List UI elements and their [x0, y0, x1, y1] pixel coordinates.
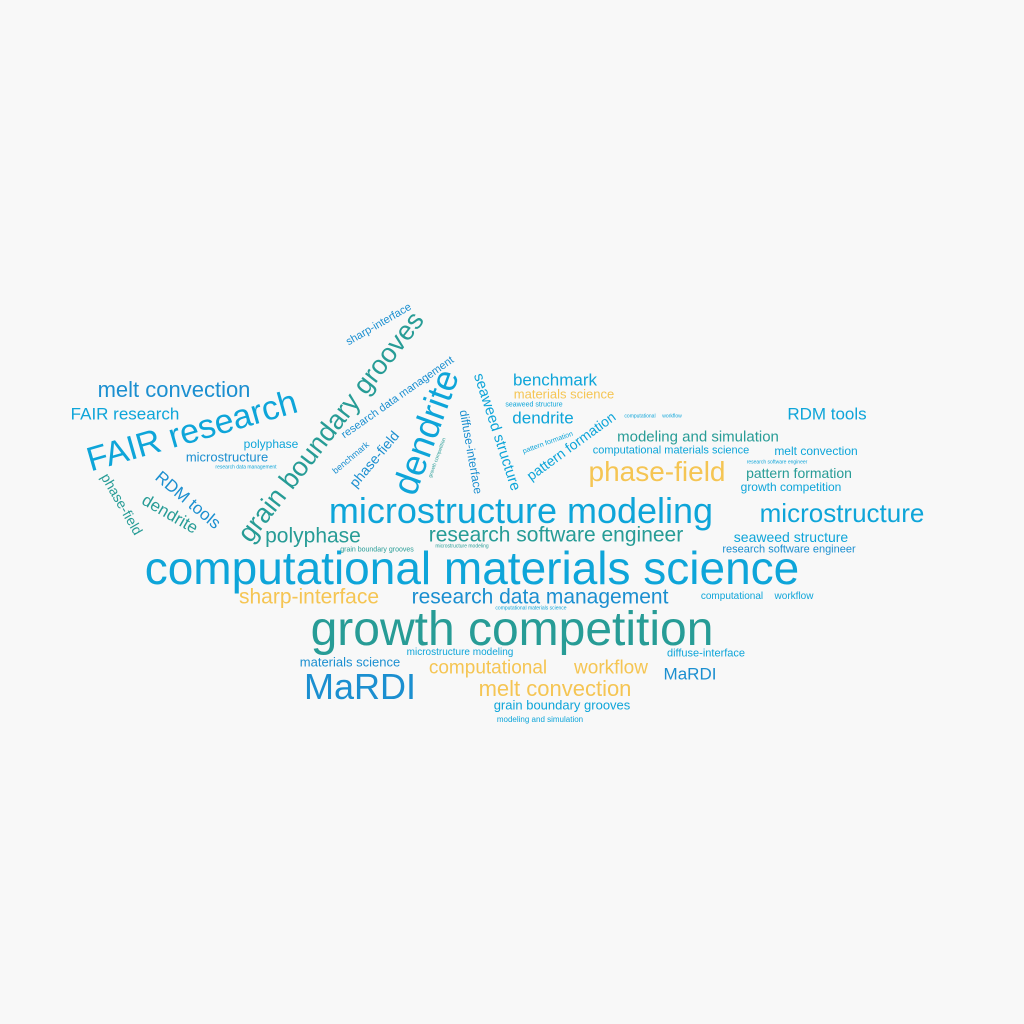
cloud-word: research software engineer [722, 543, 856, 556]
cloud-word: microstructure modeling [328, 490, 714, 531]
cloud-word: research data management [215, 464, 277, 471]
cloud-word: computational [700, 591, 764, 602]
cloud-word: grain boundary grooves [493, 697, 631, 713]
cloud-word: workflow [662, 413, 682, 420]
cloud-word: computational materials science [144, 542, 800, 594]
cloud-word: polyphase [243, 437, 299, 451]
cloud-word: polyphase [265, 524, 361, 548]
cloud-word: modeling and simulation [496, 715, 584, 724]
cloud-word: microstructure modeling [435, 543, 489, 550]
cloud-word: computational materials science [592, 444, 750, 457]
cloud-word: microstructure modeling [406, 647, 514, 658]
cloud-word: melt convection [774, 444, 858, 458]
cloud-word: dendrite [512, 408, 574, 428]
cloud-word: workflow [574, 657, 648, 679]
cloud-word: workflow [774, 591, 814, 602]
cloud-word: research software engineer [746, 459, 808, 466]
cloud-word: microstructure [759, 498, 925, 528]
cloud-word: microstructure [185, 449, 269, 465]
cloud-word: materials science [299, 654, 401, 670]
cloud-word: sharp-interface [238, 585, 380, 609]
cloud-word: growth competition [310, 603, 714, 656]
cloud-word: seaweed structure [733, 529, 849, 545]
cloud-word: modeling and simulation [617, 428, 779, 446]
cloud-word: computational [428, 657, 548, 679]
cloud-word: RDM tools [787, 404, 867, 424]
cloud-word: research software engineer [428, 523, 684, 547]
cloud-word: diffuse-interface [666, 647, 746, 660]
cloud-word: diffuse-interface [456, 408, 486, 496]
cloud-word: MaRDI [663, 664, 717, 684]
cloud-word: MaRDI [303, 666, 417, 707]
cloud-word: FAIR research [70, 404, 180, 424]
cloud-word: benchmark [512, 370, 598, 390]
cloud-word: phase-field [588, 456, 726, 487]
cloud-word: phase-field [97, 470, 147, 538]
cloud-word: research data management [411, 585, 669, 609]
cloud-word: seaweed structure [505, 401, 563, 409]
cloud-word: computational [624, 413, 656, 420]
cloud-word: computational materials science [495, 605, 567, 612]
cloud-word: pattern formation [746, 465, 852, 481]
cloud-word: growth competition [740, 480, 842, 494]
cloud-word: melt convection [478, 676, 632, 701]
cloud-word: melt convection [97, 377, 251, 402]
cloud-word: materials science [513, 386, 615, 402]
cloud-word: grain boundary grooves [340, 546, 414, 554]
